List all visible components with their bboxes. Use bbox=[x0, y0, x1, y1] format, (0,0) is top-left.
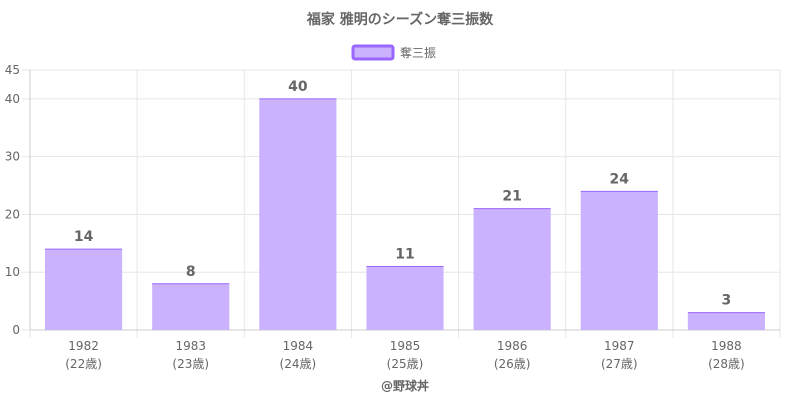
y-tick-label: 40 bbox=[5, 92, 20, 106]
bar[interactable] bbox=[473, 208, 551, 330]
grid bbox=[29, 69, 781, 338]
legend-swatch bbox=[351, 44, 395, 61]
bar[interactable] bbox=[580, 191, 658, 330]
bars bbox=[45, 98, 765, 330]
y-tick-label: 20 bbox=[5, 207, 20, 221]
y-axis: 0 10 20 30 40 45 bbox=[5, 63, 31, 337]
legend-label: 奪三振 bbox=[400, 45, 436, 60]
bar[interactable] bbox=[366, 266, 444, 330]
y-tick-label: 10 bbox=[5, 265, 20, 279]
x-tick-sublabel: (23歳) bbox=[172, 357, 209, 371]
x-tick-sublabel: (25歳) bbox=[387, 357, 424, 371]
data-label: 14 bbox=[74, 229, 94, 245]
data-label: 21 bbox=[502, 189, 521, 205]
x-tick-sublabel: (26歳) bbox=[494, 357, 531, 371]
bar[interactable] bbox=[259, 98, 337, 330]
x-tick-sublabel: (22歳) bbox=[65, 357, 102, 371]
x-tick-sublabel: (28歳) bbox=[708, 357, 745, 371]
y-tick-label: 30 bbox=[5, 150, 20, 164]
legend[interactable]: 奪三振 bbox=[351, 44, 436, 61]
bar[interactable] bbox=[152, 283, 230, 330]
x-tick-label: 1985 bbox=[390, 339, 421, 353]
data-label: 24 bbox=[610, 171, 630, 187]
credit-text: @野球丼 bbox=[381, 378, 429, 393]
data-label: 8 bbox=[186, 264, 196, 280]
x-tick-label: 1987 bbox=[604, 339, 635, 353]
x-tick-label: 1982 bbox=[68, 339, 99, 353]
data-label: 3 bbox=[722, 293, 732, 309]
x-tick-sublabel: (27歳) bbox=[601, 357, 638, 371]
data-label: 11 bbox=[395, 246, 414, 262]
x-tick-sublabel: (24歳) bbox=[280, 357, 317, 371]
chart-title: 福家 雅明のシーズン奪三振数 bbox=[306, 11, 494, 28]
data-label: 40 bbox=[288, 79, 308, 95]
x-tick-label: 1988 bbox=[711, 339, 742, 353]
x-tick-label: 1986 bbox=[497, 339, 528, 353]
data-labels: 14 8 40 11 21 24 3 bbox=[74, 79, 731, 309]
x-tick-label: 1983 bbox=[175, 339, 206, 353]
x-tick-label: 1984 bbox=[283, 339, 314, 353]
y-tick-label: 0 bbox=[12, 323, 20, 337]
x-axis: 1982 (22歳) 1983 (23歳) 1984 (24歳) 1985 (25歳) 1986… bbox=[30, 329, 780, 371]
y-tick-label: 45 bbox=[5, 63, 20, 77]
bar[interactable] bbox=[45, 249, 123, 330]
bar[interactable] bbox=[687, 312, 765, 330]
